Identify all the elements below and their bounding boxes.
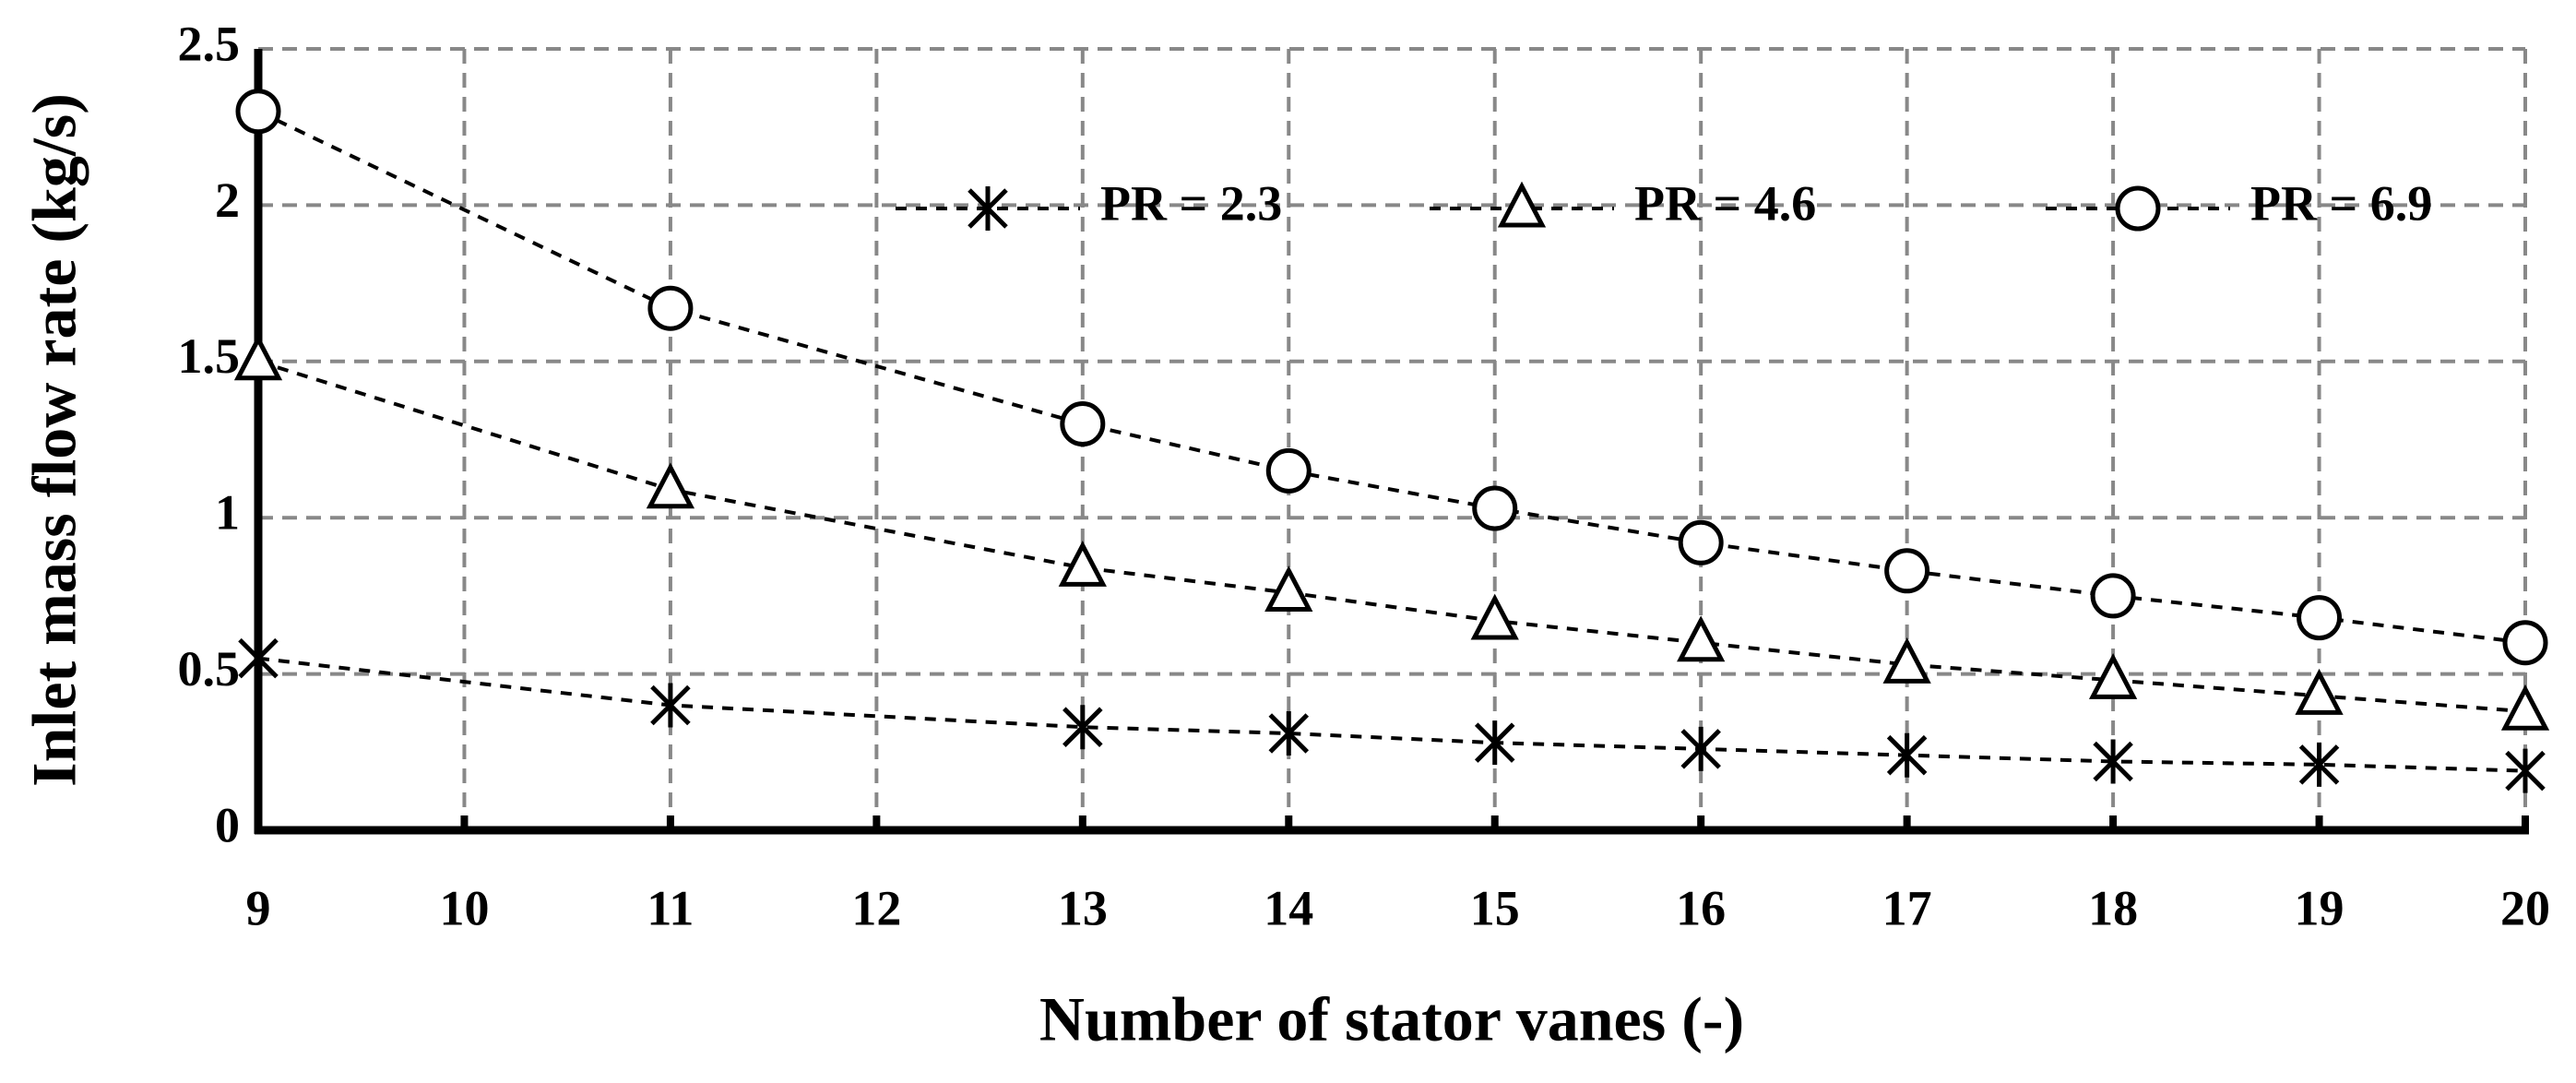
- y-axis-title: Inlet mass flow rate (kg/s): [19, 93, 89, 787]
- marker: [967, 186, 1008, 231]
- x-tick-label: 18: [2088, 880, 2138, 935]
- marker: [646, 462, 695, 509]
- x-tick-label: 17: [1882, 880, 1932, 935]
- marker: [1265, 447, 1312, 494]
- series-line: [257, 109, 2526, 645]
- marker: [2297, 595, 2343, 641]
- marker-shape: [647, 285, 694, 331]
- series-line: [257, 359, 2526, 714]
- marker: [2093, 739, 2133, 784]
- marker: [2500, 684, 2550, 731]
- marker: [1470, 593, 1519, 640]
- marker: [1472, 485, 1518, 531]
- marker-shape: [1472, 485, 1518, 531]
- marker-shape: [2500, 684, 2550, 731]
- y-tick-label: 2.5: [178, 16, 241, 71]
- marker: [647, 285, 694, 331]
- marker: [1886, 732, 1928, 778]
- x-tick-label: 16: [1676, 880, 1726, 935]
- marker-shape: [2090, 573, 2136, 619]
- legend-label: PR = 6.9: [2250, 175, 2432, 231]
- x-tick-label: 20: [2500, 880, 2550, 935]
- marker: [1474, 720, 1515, 766]
- marker: [2298, 742, 2340, 787]
- legend-label: PR = 2.3: [1100, 175, 1282, 231]
- marker-shape: [2088, 652, 2138, 699]
- marker: [1677, 615, 1726, 662]
- marker-shape: [646, 462, 695, 509]
- marker-shape: [1884, 548, 1930, 594]
- marker: [1678, 519, 1724, 565]
- marker: [2502, 620, 2548, 666]
- marker: [1062, 705, 1103, 750]
- legend-label: PR = 4.6: [1634, 175, 1816, 231]
- marker: [235, 89, 281, 135]
- marker-shape: [1060, 401, 1106, 447]
- marker-shape: [1470, 593, 1519, 640]
- x-tick-label: 9: [246, 880, 271, 935]
- y-tick-label: 1.5: [178, 328, 241, 384]
- marker-shape: [233, 334, 283, 381]
- marker-shape: [2295, 668, 2344, 715]
- marker: [2088, 652, 2138, 699]
- marker: [1680, 726, 1721, 771]
- marker: [1884, 548, 1930, 594]
- marker-shape: [1882, 637, 1931, 684]
- marker: [2505, 748, 2546, 793]
- x-tick-label: 10: [439, 880, 489, 935]
- marker: [1060, 401, 1106, 447]
- x-tick-label: 13: [1058, 880, 1108, 935]
- marker-shape: [2115, 185, 2161, 232]
- x-tick-label: 11: [647, 880, 694, 935]
- y-tick-label: 0: [215, 797, 240, 852]
- x-tick-label: 19: [2295, 880, 2345, 935]
- marker: [2115, 185, 2161, 232]
- marker-shape: [1677, 615, 1726, 662]
- marker: [1882, 637, 1931, 684]
- marker-shape: [1058, 541, 1107, 587]
- marker-shape: [1265, 447, 1312, 494]
- marker: [1497, 181, 1547, 228]
- x-tick-label: 12: [851, 880, 901, 935]
- marker: [2090, 573, 2136, 619]
- marker-shape: [1264, 565, 1313, 613]
- x-tick-label: 14: [1264, 880, 1313, 935]
- marker-shape: [235, 89, 281, 135]
- y-tick-label: 2: [215, 173, 240, 228]
- marker-shape: [2502, 620, 2548, 666]
- series-line: [257, 656, 2526, 773]
- marker-shape: [1497, 181, 1547, 228]
- marker-shape: [2297, 595, 2343, 641]
- marker: [238, 636, 279, 681]
- marker: [650, 683, 691, 728]
- marker: [233, 334, 283, 381]
- marker: [1268, 710, 1310, 756]
- marker: [2295, 668, 2344, 715]
- marker: [1264, 565, 1313, 613]
- marker-shape: [1678, 519, 1724, 565]
- y-tick-label: 0.5: [178, 641, 241, 696]
- x-tick-label: 15: [1470, 880, 1520, 935]
- marker: [1058, 541, 1107, 587]
- x-axis-title: Number of stator vanes (-): [1039, 984, 1744, 1054]
- y-tick-label: 1: [215, 485, 240, 541]
